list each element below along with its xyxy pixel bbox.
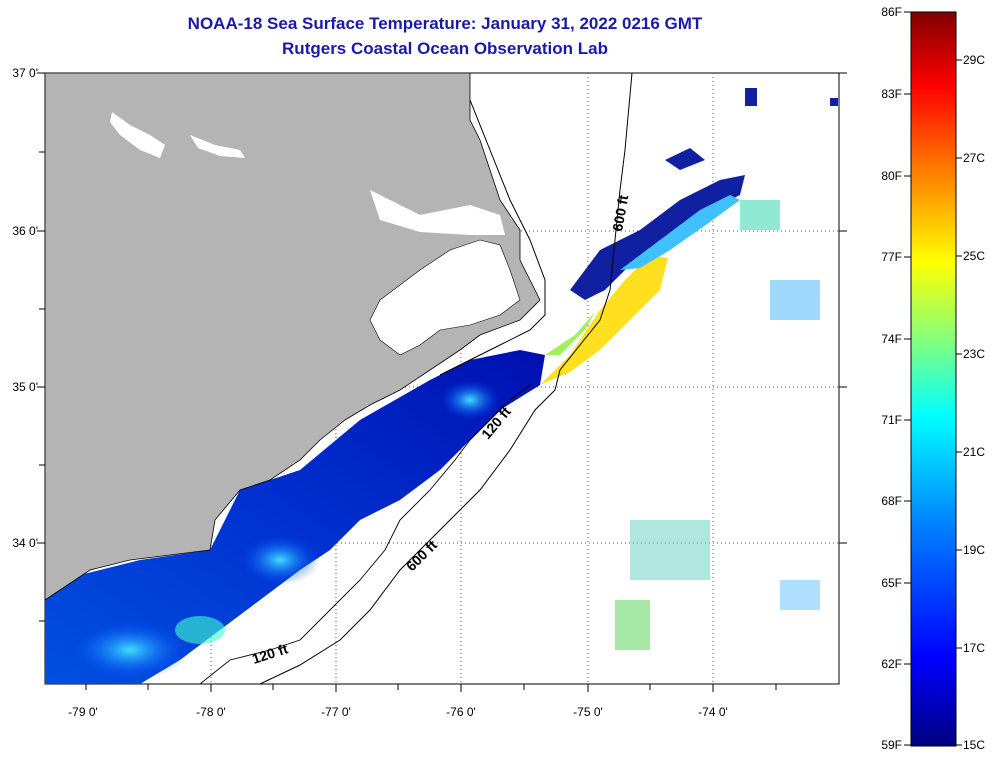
colorbar-ticks xyxy=(904,11,962,746)
warm-patch xyxy=(440,380,500,420)
lat-label-34: 34 0' xyxy=(12,536,38,550)
cbar-c-17: 17C xyxy=(963,641,985,655)
warm-patch xyxy=(70,620,190,680)
lon-label-76: -76 0' xyxy=(446,705,476,719)
cbar-f-80: 80F xyxy=(881,169,902,183)
cbar-f-68: 68F xyxy=(881,494,902,508)
lon-label-79: -79 0' xyxy=(68,705,98,719)
cbar-f-74: 74F xyxy=(881,332,902,346)
northern-cold-water xyxy=(570,175,745,300)
lon-label-78: -78 0' xyxy=(196,705,226,719)
cbar-f-59: 59F xyxy=(881,738,902,752)
lon-label-74: -74 0' xyxy=(698,705,728,719)
land-mainland xyxy=(45,73,541,601)
contour-120ft xyxy=(199,384,531,684)
cbar-f-62: 62F xyxy=(881,657,902,671)
cbar-c-25: 25C xyxy=(963,249,985,263)
cbar-f-86: 86F xyxy=(881,5,902,19)
lat-label-37: 37 0' xyxy=(12,66,38,80)
map-title: NOAA-18 Sea Surface Temperature: January… xyxy=(187,14,703,33)
cbar-c-15: 15C xyxy=(963,738,985,752)
warm-patch xyxy=(175,616,225,644)
cbar-f-83: 83F xyxy=(881,87,902,101)
lat-label-36: 36 0' xyxy=(12,224,38,238)
lon-label-75: -75 0' xyxy=(573,705,603,719)
cbar-c-19: 19C xyxy=(963,543,985,557)
lon-label-77: -77 0' xyxy=(321,705,351,719)
colorbar xyxy=(910,11,957,747)
contour-label-600ft-north: 600 ft xyxy=(609,193,631,232)
shelf-water xyxy=(45,350,545,684)
axis-ticks xyxy=(37,72,847,692)
cbar-c-27: 27C xyxy=(963,151,985,165)
warm-patch xyxy=(240,535,320,585)
cbar-f-77: 77F xyxy=(881,250,902,264)
cbar-c-23: 23C xyxy=(963,347,985,361)
pamlico-sound xyxy=(369,239,521,356)
cbar-f-65: 65F xyxy=(881,576,902,590)
cbar-f-71: 71F xyxy=(881,413,902,427)
lat-label-35: 35 0' xyxy=(12,380,38,394)
offshore-patches xyxy=(615,88,838,650)
northern-cold-water xyxy=(665,148,705,170)
gulf-stream xyxy=(540,255,668,385)
inland-lake xyxy=(190,135,245,158)
inland-lake xyxy=(110,112,165,158)
outer-banks xyxy=(439,99,546,376)
gulf-stream-edge xyxy=(620,195,740,270)
contour-600ft xyxy=(259,73,633,684)
albemarle-sound xyxy=(370,190,505,235)
map-subtitle: Rutgers Coastal Ocean Observation Lab xyxy=(282,39,608,58)
cbar-c-29: 29C xyxy=(963,53,985,67)
cbar-c-21: 21C xyxy=(963,445,985,459)
